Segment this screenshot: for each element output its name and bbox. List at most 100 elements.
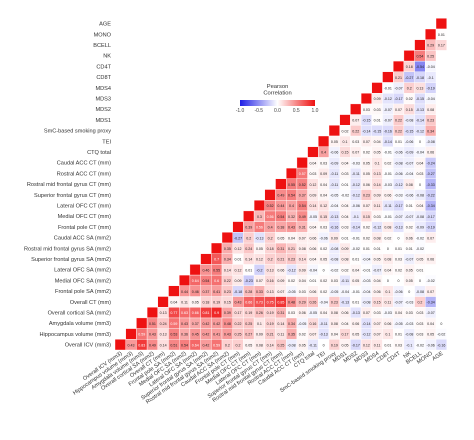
- cell-value-label: 0.06: [384, 193, 391, 197]
- cell-value-label: 0.14: [160, 343, 167, 347]
- cell-value-label: -0.14: [362, 322, 370, 326]
- cell-value-label: -0.15: [416, 97, 424, 101]
- heatmap-diagonal-cell: [189, 264, 201, 276]
- cell-value-label: 0.34: [427, 129, 434, 133]
- cell-value-label: 0.01: [395, 140, 402, 144]
- legend-title: Correlation: [263, 91, 291, 97]
- heatmap-diagonal-cell: [403, 50, 415, 62]
- cell-value-label: -0.04: [416, 151, 424, 155]
- y-tick-label: Superior frontal gyrus CT (mm): [34, 193, 111, 199]
- cell-value-label: 0: [323, 343, 325, 347]
- y-tick-label: SmC-based smoking proxy: [44, 129, 111, 135]
- cell-value-label: -0.07: [427, 311, 435, 315]
- cell-value-label: 0.09: [299, 268, 306, 272]
- heatmap-diagonal-cell: [232, 221, 244, 233]
- cell-value-label: 0.14: [309, 204, 316, 208]
- cell-value-label: -0.07: [394, 215, 402, 219]
- cell-value-label: 0.15: [342, 151, 349, 155]
- cell-value-label: -0.04: [362, 258, 370, 262]
- cell-value-label: 0.57: [299, 172, 306, 176]
- cell-value-label: 0.07: [256, 279, 263, 283]
- cell-value-label: 0.59: [138, 333, 145, 337]
- cell-value-label: 0.02: [342, 268, 349, 272]
- cell-value-label: -0.01: [384, 172, 392, 176]
- heatmap-diagonal-cell: [393, 60, 405, 72]
- cell-value-label: 0.09: [320, 172, 327, 176]
- cell-value-label: -0.1: [406, 343, 412, 347]
- cell-value-label: 0.05: [374, 258, 381, 262]
- cell-value-label: 0.3: [257, 215, 262, 219]
- cell-value-label: 0.19: [245, 311, 252, 315]
- cell-value-label: -0.12: [352, 193, 360, 197]
- cell-value-label: 0.23: [363, 193, 370, 197]
- cell-value-label: 0.06: [299, 311, 306, 315]
- legend-colorbar: [240, 100, 315, 106]
- legend-tick-label: -1.0: [236, 108, 245, 114]
- cell-value-label: 0.19: [213, 300, 220, 304]
- cell-value-label: -0.08: [362, 300, 370, 304]
- y-tick-label: Caudal ACC SA (mm2): [54, 236, 111, 242]
- cell-value-label: 0.06: [427, 258, 434, 262]
- cell-value-label: 0.06: [309, 236, 316, 240]
- cell-value-label: -0.13: [320, 333, 328, 337]
- cell-value-label: 0.31: [277, 247, 284, 251]
- cell-value-label: -0.04: [362, 290, 370, 294]
- cell-value-label: 0.05: [363, 161, 370, 165]
- cell-value-label: 0: [398, 279, 400, 283]
- heatmap-diagonal-cell: [136, 317, 148, 329]
- y-tick-label: MDS4: [95, 86, 111, 92]
- cell-value-label: 0.25: [277, 343, 284, 347]
- cell-value-label: -0.04: [341, 290, 349, 294]
- cell-value-label: 0.42: [202, 322, 209, 326]
- cell-value-label: 0.53: [170, 333, 177, 337]
- cell-value-label: 0.07: [277, 290, 284, 294]
- cell-value-label: 0.09: [256, 333, 263, 337]
- cell-value-label: 0.12: [235, 247, 242, 251]
- cell-value-label: 0.02: [406, 97, 413, 101]
- cell-value-label: 0.19: [267, 322, 274, 326]
- y-tick-label: Amygdala volume (mm3): [49, 321, 111, 327]
- cell-value-label: -0.05: [330, 193, 338, 197]
- cell-value-label: 0.18: [406, 65, 413, 69]
- y-tick-label: Hippocampus volume (mm3): [40, 332, 112, 338]
- cell-value-label: -0.04: [320, 300, 328, 304]
- cell-value-label: 0.41: [213, 333, 220, 337]
- y-tick-label: Lateral OFC SA (mm2): [54, 268, 111, 274]
- cell-value-label: 0.29: [427, 44, 434, 48]
- cell-value-label: 0.02: [384, 236, 391, 240]
- cell-value-label: 0.01: [245, 268, 252, 272]
- heatmap-diagonal-cell: [425, 28, 437, 40]
- cell-value-label: 0.04: [320, 193, 327, 197]
- cell-value-label: 0.08: [331, 322, 338, 326]
- cell-value-label: 0.01: [438, 33, 445, 37]
- cell-value-label: 0: [323, 268, 325, 272]
- cell-value-label: -0.06: [405, 140, 413, 144]
- cell-value-label: 0: [419, 140, 421, 144]
- cell-value-label: 0.46: [202, 268, 209, 272]
- y-tick-label: Frontal pole CT (mm): [58, 225, 111, 231]
- cell-value-label: 0.09: [342, 247, 349, 251]
- y-tick-label: Overall CT (mm): [70, 300, 111, 306]
- cell-value-label: -0.13: [352, 311, 360, 315]
- cell-value-label: 0.35: [224, 247, 231, 251]
- cell-value-label: 0.03: [374, 108, 381, 112]
- heatmap-diagonal-cell: [350, 103, 362, 115]
- cell-value-label: 0.03: [309, 172, 316, 176]
- cell-value-label: 0.43: [235, 300, 242, 304]
- cell-value-label: 0.01: [352, 300, 359, 304]
- heatmap-diagonal-cell: [360, 92, 373, 105]
- cell-value-label: 0.16: [309, 322, 316, 326]
- cell-value-label: -0.07: [405, 215, 413, 219]
- cell-value-label: 0.04: [320, 311, 327, 315]
- cell-value-label: 0.25: [235, 333, 242, 337]
- cell-value-label: 0.01: [374, 119, 381, 123]
- cell-value-label: 0.22: [395, 129, 402, 133]
- cell-value-label: 0.03: [320, 161, 327, 165]
- cell-value-label: -0.09: [330, 161, 338, 165]
- cell-value-label: 0.64: [192, 279, 199, 283]
- cell-value-label: 0.63: [181, 311, 188, 315]
- cell-value-label: 0.34: [224, 258, 231, 262]
- cell-value-label: 0.09: [277, 279, 284, 283]
- cell-value-label: 0.01: [406, 247, 413, 251]
- cell-value-label: 0.01: [406, 204, 413, 208]
